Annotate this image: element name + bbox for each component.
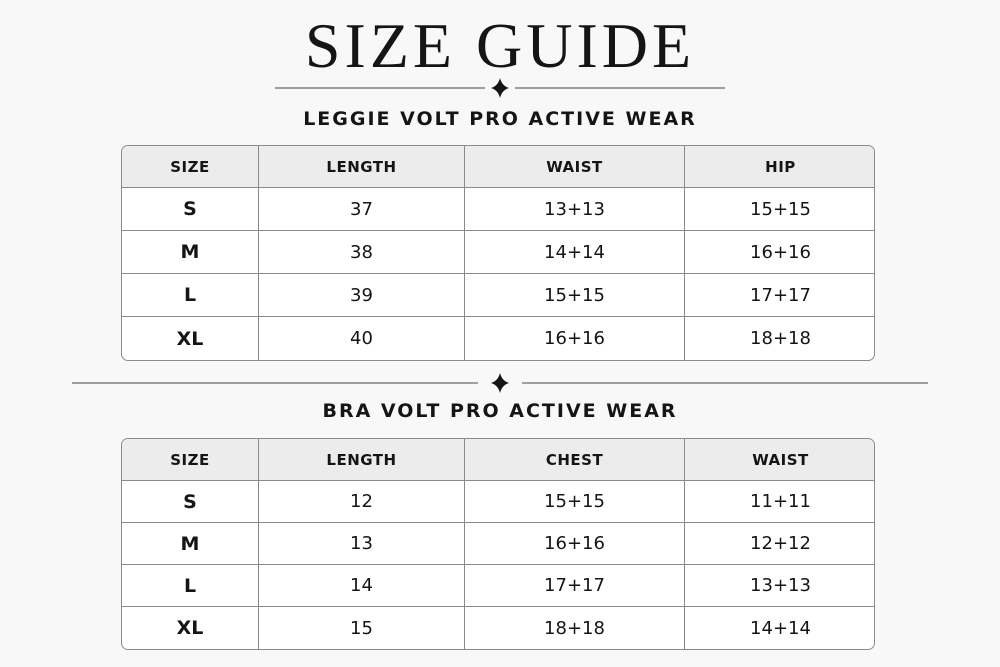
header-cell: HIP	[685, 146, 874, 188]
section-title: LEGGIE VOLT PRO ACTIVE WEAR	[303, 108, 697, 130]
section-title: BRA VOLT PRO ACTIVE WEAR	[322, 400, 678, 422]
measure-cell: 40	[259, 317, 465, 360]
measure-cell: 15+15	[465, 274, 685, 317]
measure-cell: 14+14	[750, 617, 811, 639]
size-cell: L	[122, 565, 259, 607]
measure-cell: 16+16	[465, 317, 685, 360]
header-cell: SIZE	[122, 146, 259, 188]
measure-cell: 37	[259, 188, 465, 231]
measure-cell: 38	[259, 231, 465, 274]
star-icon	[491, 373, 509, 393]
size-cell: S	[122, 188, 259, 231]
page-title: SIZE GUIDE	[304, 10, 696, 81]
measure-cell: 11+11	[685, 481, 874, 523]
measure-cell: 13	[259, 523, 465, 565]
measure-cell: 15	[259, 607, 465, 649]
measure-cell: 15+15	[685, 188, 874, 231]
measure-cell: 17+17	[685, 274, 874, 317]
measure-cell: 18+18	[465, 607, 685, 649]
measure-cell: 17+17	[465, 565, 685, 607]
measure-cell: 12+12	[685, 523, 874, 565]
measure-cell: 16+16	[685, 231, 874, 274]
measure-cell: 14	[259, 565, 465, 607]
size-table: SIZE LENGTH CHEST WAIST S 12 15+15 11+11 M 13 16+1…	[121, 438, 875, 650]
header-cell: LENGTH	[259, 146, 465, 188]
header-cell: WAIST	[685, 439, 874, 481]
measure-cell: 13+13	[685, 565, 874, 607]
measure-cell: 18+18	[750, 328, 811, 349]
measure-cell: 14+14	[465, 231, 685, 274]
measure-cell: 15+15	[465, 481, 685, 523]
size-cell: M	[122, 231, 259, 274]
header-cell: LENGTH	[259, 439, 465, 481]
header-cell: WAIST	[465, 146, 685, 188]
measure-cell: 12	[259, 481, 465, 523]
measure-cell: 13+13	[465, 188, 685, 231]
size-cell: L	[122, 274, 259, 317]
size-cell: M	[122, 523, 259, 565]
measure-cell: 39	[259, 274, 465, 317]
star-icon	[491, 78, 509, 98]
size-table: SIZE LENGTH WAIST HIP S 37 13+13 15+15 M 38 14+14 1…	[121, 145, 875, 361]
size-cell: XL	[122, 607, 259, 649]
size-cell: XL	[122, 317, 259, 360]
size-cell: S	[122, 481, 259, 523]
header-cell: SIZE	[122, 439, 259, 481]
measure-cell: 16+16	[465, 523, 685, 565]
header-cell: CHEST	[465, 439, 685, 481]
